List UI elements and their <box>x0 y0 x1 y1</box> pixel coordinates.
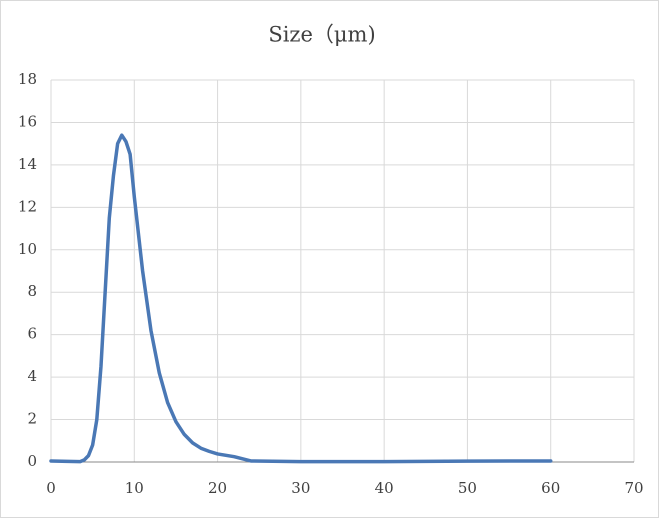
x-tick-label: 70 <box>624 479 643 497</box>
y-tick-label: 4 <box>27 367 37 385</box>
y-tick-label: 14 <box>18 155 37 173</box>
y-tick-label: 12 <box>18 197 37 215</box>
x-tick-label: 60 <box>541 479 560 497</box>
y-tick-label: 8 <box>27 282 37 300</box>
data-line <box>49 133 553 464</box>
chart-title: Size（μm) <box>268 23 375 47</box>
y-tick-label: 18 <box>18 70 37 88</box>
y-tick-label: 16 <box>18 112 37 130</box>
x-tick-label: 40 <box>375 479 394 497</box>
y-tick-label: 2 <box>27 410 37 428</box>
x-tick-label: 30 <box>291 479 310 497</box>
x-tick-label: 20 <box>208 479 227 497</box>
x-tick-label: 0 <box>46 479 56 497</box>
y-tick-label: 10 <box>18 240 37 258</box>
x-tick-label: 50 <box>458 479 477 497</box>
y-tick-label: 0 <box>27 452 37 470</box>
y-tick-label: 6 <box>27 325 37 343</box>
x-tick-label: 10 <box>125 479 144 497</box>
